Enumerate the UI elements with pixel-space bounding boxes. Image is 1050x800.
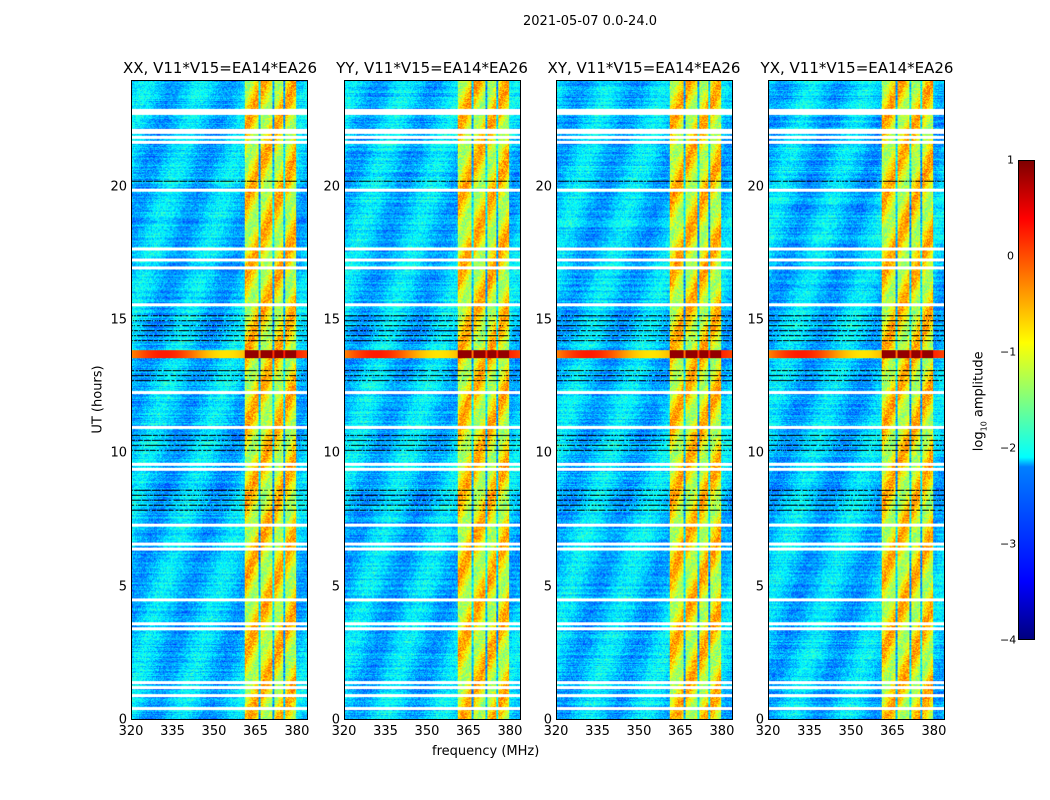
y-tick-label: 5 (118, 579, 127, 595)
heatmap-yx (768, 80, 945, 720)
x-tick-label: 335 (160, 724, 185, 739)
x-tick-label: 320 (331, 724, 357, 739)
y-tick-label: 15 (110, 312, 127, 328)
x-tick-label: 335 (797, 724, 822, 739)
panel-title-yx: YX, V11*V15=EA14*EA26 (760, 59, 954, 77)
y-tick-label: 20 (535, 179, 552, 195)
x-tick-label: 380 (921, 724, 947, 739)
heatmap-xx (131, 80, 308, 720)
panel-title-xx: XX, V11*V15=EA14*EA26 (122, 59, 317, 77)
y-tick-label: 15 (535, 312, 552, 328)
x-tick-label: 335 (373, 724, 398, 739)
x-tick-label: 380 (709, 724, 735, 739)
y-tick-label: 15 (747, 312, 764, 328)
y-axis-label: UT (hours) (90, 365, 106, 434)
x-tick-label: 350 (201, 724, 227, 739)
colorbar-tick-label: −4 (1000, 633, 1017, 647)
x-tick-label: 350 (838, 724, 864, 739)
colorbar (1018, 160, 1035, 640)
x-tick-label: 380 (284, 724, 310, 739)
x-tick-label: 320 (543, 724, 569, 739)
x-tick-label: 365 (880, 724, 905, 739)
y-tick-label: 5 (755, 579, 764, 595)
y-tick-label: 0 (755, 712, 764, 728)
colorbar-tick-label: 0 (1007, 249, 1014, 263)
panel-title-xy: XY, V11*V15=EA14*EA26 (547, 59, 741, 77)
colorbar-tick-label: −2 (1000, 441, 1017, 455)
panel-title-yy: YY, V11*V15=EA14*EA26 (336, 59, 528, 77)
x-tick-label: 365 (243, 724, 268, 739)
x-tick-label: 365 (456, 724, 481, 739)
y-tick-label: 15 (323, 312, 340, 328)
colorbar-tick-label: 1 (1007, 153, 1014, 167)
y-tick-label: 5 (543, 579, 552, 595)
y-tick-label: 10 (747, 445, 764, 461)
y-tick-label: 20 (747, 179, 764, 195)
y-tick-label: 10 (323, 445, 340, 461)
y-tick-label: 10 (535, 445, 552, 461)
y-tick-label: 20 (110, 179, 127, 195)
y-tick-label: 20 (323, 179, 340, 195)
y-tick-label: 0 (331, 712, 340, 728)
heatmap-yy (344, 80, 521, 720)
y-tick-label: 0 (543, 712, 552, 728)
colorbar-tick-label: −1 (1000, 345, 1017, 359)
figure-title: 2021-05-07 0.0-24.0 (523, 14, 657, 29)
y-tick-label: 5 (331, 579, 340, 595)
x-tick-label: 380 (497, 724, 523, 739)
x-tick-label: 365 (668, 724, 693, 739)
x-tick-label: 320 (755, 724, 781, 739)
x-tick-label: 335 (585, 724, 610, 739)
x-tick-label: 350 (626, 724, 652, 739)
y-tick-label: 10 (110, 445, 127, 461)
y-tick-label: 0 (118, 712, 127, 728)
colorbar-label: log10 amplitude (971, 351, 989, 452)
x-tick-label: 350 (414, 724, 440, 739)
colorbar-tick-label: −3 (1000, 537, 1017, 551)
x-axis-label: frequency (MHz) (432, 744, 540, 759)
x-tick-label: 320 (118, 724, 144, 739)
heatmap-xy (556, 80, 733, 720)
